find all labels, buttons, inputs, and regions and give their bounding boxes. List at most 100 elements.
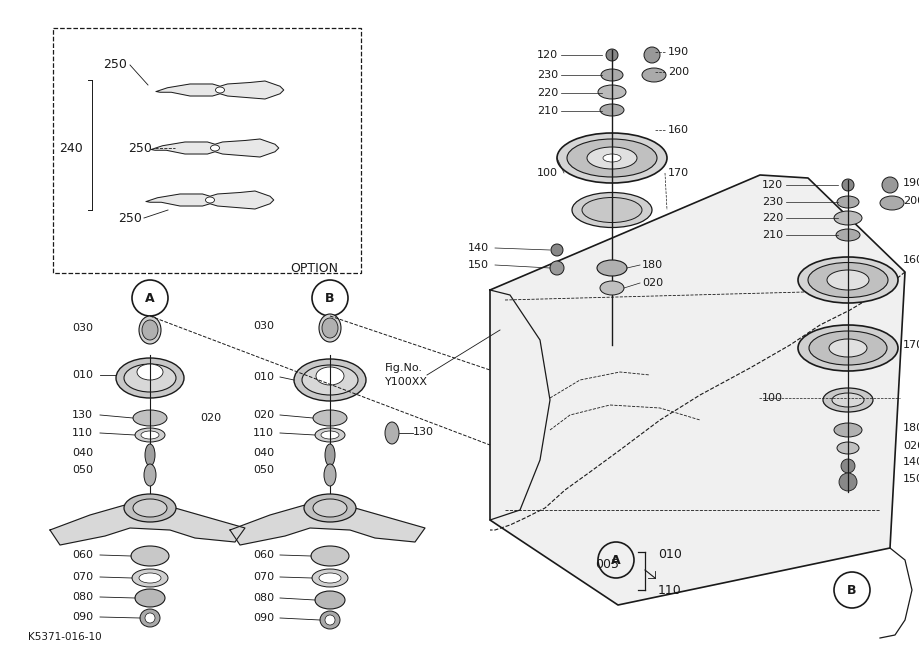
Ellipse shape bbox=[135, 589, 165, 607]
Text: 040: 040 bbox=[253, 448, 274, 458]
Ellipse shape bbox=[137, 364, 163, 380]
Ellipse shape bbox=[315, 428, 345, 442]
Ellipse shape bbox=[313, 499, 347, 517]
Ellipse shape bbox=[304, 494, 356, 522]
Ellipse shape bbox=[322, 318, 338, 338]
Text: 150: 150 bbox=[903, 474, 919, 484]
Ellipse shape bbox=[551, 244, 563, 256]
Text: 150: 150 bbox=[468, 260, 489, 270]
Text: 110: 110 bbox=[72, 428, 93, 438]
Ellipse shape bbox=[116, 358, 184, 398]
Ellipse shape bbox=[124, 364, 176, 392]
Ellipse shape bbox=[827, 270, 869, 290]
Ellipse shape bbox=[140, 609, 160, 627]
Ellipse shape bbox=[557, 133, 667, 183]
Text: 170: 170 bbox=[668, 168, 689, 178]
Ellipse shape bbox=[837, 442, 859, 454]
Ellipse shape bbox=[798, 325, 898, 371]
Text: 005: 005 bbox=[595, 558, 619, 570]
Circle shape bbox=[145, 613, 155, 623]
Ellipse shape bbox=[311, 546, 349, 566]
Ellipse shape bbox=[313, 410, 347, 426]
Ellipse shape bbox=[823, 388, 873, 412]
Ellipse shape bbox=[598, 85, 626, 99]
Ellipse shape bbox=[124, 494, 176, 522]
Text: 130: 130 bbox=[413, 427, 434, 437]
Text: 140: 140 bbox=[903, 457, 919, 467]
Ellipse shape bbox=[302, 365, 358, 395]
Ellipse shape bbox=[131, 546, 169, 566]
Ellipse shape bbox=[597, 260, 627, 276]
Ellipse shape bbox=[842, 179, 854, 191]
Ellipse shape bbox=[325, 444, 335, 466]
Text: 050: 050 bbox=[72, 465, 93, 475]
Ellipse shape bbox=[320, 611, 340, 629]
Text: OPTION: OPTION bbox=[290, 261, 338, 275]
Text: B: B bbox=[847, 584, 857, 596]
Ellipse shape bbox=[141, 431, 159, 439]
Text: 070: 070 bbox=[253, 572, 274, 582]
Ellipse shape bbox=[798, 257, 898, 303]
Ellipse shape bbox=[587, 147, 637, 169]
Polygon shape bbox=[146, 191, 274, 209]
Ellipse shape bbox=[644, 47, 660, 63]
Ellipse shape bbox=[642, 68, 666, 82]
Text: 030: 030 bbox=[253, 321, 274, 331]
Ellipse shape bbox=[139, 316, 161, 344]
Text: 020: 020 bbox=[642, 278, 664, 288]
Text: 060: 060 bbox=[253, 550, 274, 560]
Text: 070: 070 bbox=[72, 572, 93, 582]
Ellipse shape bbox=[210, 145, 220, 151]
Text: 020: 020 bbox=[253, 410, 274, 420]
Text: 120: 120 bbox=[762, 180, 783, 190]
Ellipse shape bbox=[837, 196, 859, 208]
Text: 160: 160 bbox=[668, 125, 689, 135]
Ellipse shape bbox=[834, 211, 862, 225]
Ellipse shape bbox=[550, 261, 564, 275]
Text: 030: 030 bbox=[72, 323, 93, 333]
Ellipse shape bbox=[145, 444, 155, 466]
Ellipse shape bbox=[572, 193, 652, 227]
Text: 250: 250 bbox=[128, 141, 152, 155]
Ellipse shape bbox=[603, 154, 621, 162]
Text: 100: 100 bbox=[537, 168, 558, 178]
Text: 130: 130 bbox=[72, 410, 93, 420]
Text: 200: 200 bbox=[903, 196, 919, 206]
Text: 050: 050 bbox=[253, 465, 274, 475]
Ellipse shape bbox=[133, 410, 167, 426]
Ellipse shape bbox=[139, 573, 161, 583]
Text: 080: 080 bbox=[253, 593, 274, 603]
Text: 220: 220 bbox=[762, 213, 783, 223]
Text: 220: 220 bbox=[537, 88, 558, 98]
Text: A: A bbox=[611, 554, 621, 566]
Text: 240: 240 bbox=[59, 141, 83, 155]
Text: Fig.No.: Fig.No. bbox=[385, 363, 423, 373]
Bar bbox=[53, 28, 361, 273]
Text: 160: 160 bbox=[903, 255, 919, 265]
Text: 200: 200 bbox=[668, 67, 689, 77]
Ellipse shape bbox=[836, 229, 860, 241]
Polygon shape bbox=[230, 505, 425, 545]
Text: 060: 060 bbox=[72, 550, 93, 560]
Circle shape bbox=[841, 459, 855, 473]
Text: 020: 020 bbox=[903, 441, 919, 451]
Text: B: B bbox=[325, 291, 335, 305]
Ellipse shape bbox=[809, 331, 887, 365]
Ellipse shape bbox=[324, 464, 336, 486]
Ellipse shape bbox=[312, 569, 348, 587]
Circle shape bbox=[839, 473, 857, 491]
Ellipse shape bbox=[215, 87, 224, 93]
Text: 230: 230 bbox=[537, 70, 558, 80]
Ellipse shape bbox=[142, 320, 158, 340]
Text: 110: 110 bbox=[253, 428, 274, 438]
Polygon shape bbox=[156, 81, 284, 99]
Ellipse shape bbox=[606, 49, 618, 61]
Text: 120: 120 bbox=[537, 50, 558, 60]
Ellipse shape bbox=[882, 177, 898, 193]
Text: 020: 020 bbox=[200, 413, 221, 423]
Text: 210: 210 bbox=[762, 230, 783, 240]
Ellipse shape bbox=[316, 367, 344, 385]
Text: 170: 170 bbox=[903, 340, 919, 350]
Ellipse shape bbox=[385, 422, 399, 444]
Ellipse shape bbox=[135, 428, 165, 442]
